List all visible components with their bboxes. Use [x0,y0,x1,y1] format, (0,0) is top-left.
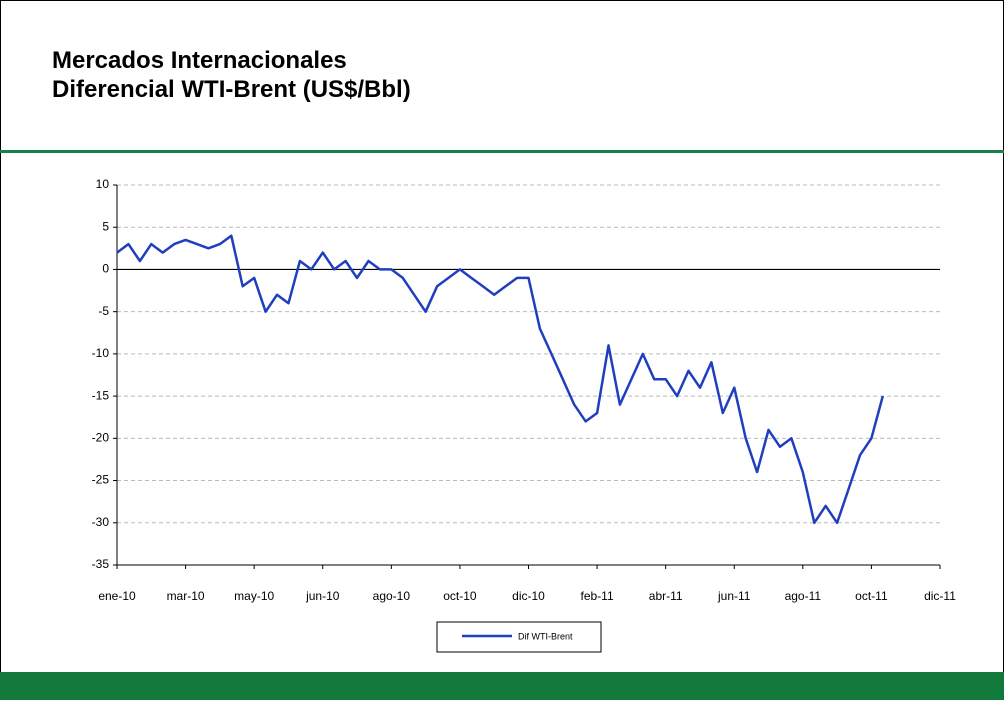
x-tick-label: may-10 [234,589,274,603]
x-tick-label: feb-11 [581,589,614,603]
y-tick-label: -20 [92,431,110,445]
y-tick-label: 10 [96,177,110,191]
y-tick-label: -30 [92,515,110,529]
x-tick-label: dic-11 [924,589,956,603]
x-tick-label: jun-10 [305,589,340,603]
y-tick-label: -25 [92,473,110,487]
x-tick-label: mar-10 [167,589,205,603]
y-tick-label: 0 [102,262,109,276]
y-tick-label: 5 [102,219,109,233]
title-rule [0,150,1004,153]
x-tick-label: ene-10 [98,589,136,603]
x-tick-label: dic-10 [512,589,545,603]
x-tick-label: jun-11 [717,589,751,603]
title-line: Mercados Internacionales [52,47,347,74]
x-tick-label: oct-10 [443,589,477,603]
y-tick-label: -5 [98,304,109,318]
x-tick-label: abr-11 [649,589,683,603]
footer-band [0,672,1004,700]
y-tick-label: -35 [92,557,110,571]
x-tick-label: ago-11 [785,589,822,603]
title-line: Diferencial WTI-Brent (US$/Bbl) [52,76,411,103]
y-tick-label: -10 [92,346,110,360]
x-tick-label: oct-11 [855,589,888,603]
y-tick-label: -15 [92,388,110,402]
legend-label: Dif WTI-Brent [518,631,573,641]
data-line [116,234,885,525]
x-tick-label: ago-10 [373,589,411,603]
